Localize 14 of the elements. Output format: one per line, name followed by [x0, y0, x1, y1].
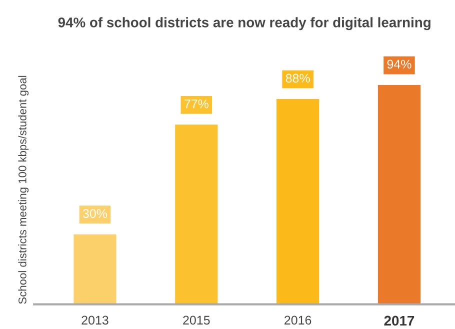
bar [175, 124, 218, 304]
data-label: 77% [184, 100, 208, 108]
bar [74, 234, 116, 304]
data-label: 94% [387, 60, 412, 69]
y-axis-title: School districts meeting 100 kbps/student goal [18, 76, 29, 304]
x-tick-label: 2016 [284, 316, 312, 325]
x-tick-label: 2013 [82, 316, 108, 325]
bar [276, 98, 320, 304]
x-tick-label: 2015 [183, 316, 210, 325]
x-tick-label: 2017 [384, 316, 414, 326]
data-label: 88% [286, 74, 310, 83]
bar [378, 84, 421, 304]
chart-title: 94% of school districts are now ready for digital learning [58, 17, 430, 30]
data-label: 30% [82, 209, 108, 218]
